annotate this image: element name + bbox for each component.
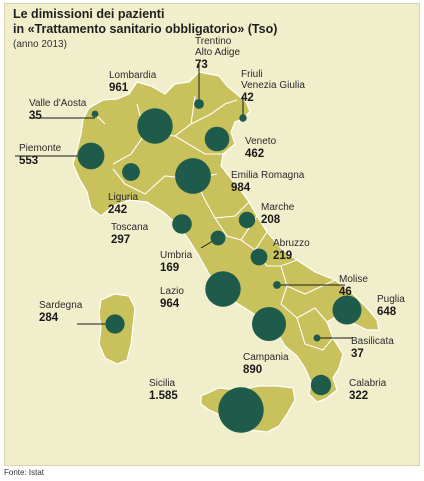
region-value-puglia: 648 bbox=[377, 306, 397, 318]
bubble-umbria bbox=[210, 230, 226, 246]
bubble-emilia-romagna bbox=[175, 158, 211, 194]
region-name-umbria: Umbria bbox=[160, 250, 193, 261]
region-name-toscana: Toscana bbox=[111, 222, 149, 233]
region-value-toscana: 297 bbox=[111, 234, 130, 246]
bubble-calabria bbox=[310, 374, 332, 396]
region-value-calabria: 322 bbox=[349, 390, 368, 402]
region-value-campania: 890 bbox=[243, 364, 262, 376]
map-card: Le dimissioni dei pazienti in «Trattamen… bbox=[4, 3, 420, 466]
bubble-molise bbox=[273, 281, 281, 289]
region-value-marche: 208 bbox=[261, 214, 281, 226]
bubble-valle-d-aosta bbox=[91, 110, 99, 118]
region-name-emilia-romagna: Emilia Romagna bbox=[231, 170, 305, 181]
region-value-valle-d-aosta: 35 bbox=[29, 110, 42, 122]
region-value-abruzzo: 219 bbox=[273, 250, 292, 262]
region-name-piemonte: Piemonte bbox=[19, 143, 62, 154]
bubble-sicilia bbox=[218, 387, 264, 433]
region-value-piemonte: 553 bbox=[19, 155, 38, 167]
bubble-abruzzo bbox=[250, 248, 268, 266]
region-name-trentino-alto-adige: Trentino Alto Adige bbox=[195, 36, 240, 58]
bubble-trentino-alto-adige bbox=[194, 99, 204, 109]
bubbles bbox=[77, 99, 362, 433]
region-name-valle-d-aosta: Valle d'Aosta bbox=[29, 98, 87, 109]
bubble-basilicata bbox=[313, 334, 321, 342]
bubble-campania bbox=[252, 307, 286, 341]
region-name-campania: Campania bbox=[243, 352, 289, 363]
title-line-1: Le dimissioni dei pazienti bbox=[13, 7, 165, 21]
region-name-molise: Molise bbox=[339, 274, 368, 285]
source-note: Fonte: Istat bbox=[4, 468, 45, 477]
bubble-lazio bbox=[205, 271, 241, 307]
bubble-friuli-venezia-giulia bbox=[239, 114, 247, 122]
region-name-veneto: Veneto bbox=[245, 136, 277, 147]
bubble-liguria bbox=[122, 163, 140, 181]
bubble-lombardia bbox=[137, 108, 173, 144]
region-value-friuli-venezia-giulia: 42 bbox=[241, 92, 254, 104]
region-value-umbria: 169 bbox=[160, 262, 179, 274]
subtitle: (anno 2013) bbox=[13, 39, 67, 50]
italy-landmass bbox=[72, 71, 380, 433]
region-name-puglia: Puglia bbox=[377, 294, 405, 305]
region-name-sardegna: Sardegna bbox=[39, 300, 83, 311]
region-name-marche: Marche bbox=[261, 202, 295, 213]
bubble-piemonte bbox=[77, 142, 105, 170]
region-name-basilicata: Basilicata bbox=[351, 336, 394, 347]
bubble-toscana bbox=[172, 214, 192, 234]
region-name-friuli-venezia-giulia: Friuli Venezia Giulia bbox=[241, 69, 305, 91]
region-name-lazio: Lazio bbox=[160, 286, 184, 297]
region-value-basilicata: 37 bbox=[351, 348, 364, 360]
region-value-lombardia: 961 bbox=[109, 82, 129, 94]
region-value-trentino-alto-adige: 73 bbox=[195, 59, 208, 71]
title-line-2: in «Trattamento sanitario obbligatorio» … bbox=[13, 22, 278, 36]
bubble-sardegna bbox=[105, 314, 125, 334]
region-name-sicilia: Sicilia bbox=[149, 378, 176, 389]
title-block: Le dimissioni dei pazienti in «Trattamen… bbox=[13, 7, 277, 51]
region-name-lombardia: Lombardia bbox=[109, 70, 157, 81]
bubble-veneto bbox=[204, 126, 230, 152]
region-value-lazio: 964 bbox=[160, 298, 180, 310]
region-value-sicilia: 1.585 bbox=[149, 390, 178, 402]
bubble-puglia bbox=[332, 295, 362, 325]
bubble-marche bbox=[238, 211, 256, 229]
region-value-veneto: 462 bbox=[245, 148, 264, 160]
region-name-abruzzo: Abruzzo bbox=[273, 238, 310, 249]
region-value-molise: 46 bbox=[339, 286, 352, 298]
region-value-emilia-romagna: 984 bbox=[231, 182, 251, 194]
region-value-liguria: 242 bbox=[108, 204, 127, 216]
region-value-sardegna: 284 bbox=[39, 312, 59, 324]
region-name-calabria: Calabria bbox=[349, 378, 387, 389]
region-name-liguria: Liguria bbox=[108, 192, 138, 203]
